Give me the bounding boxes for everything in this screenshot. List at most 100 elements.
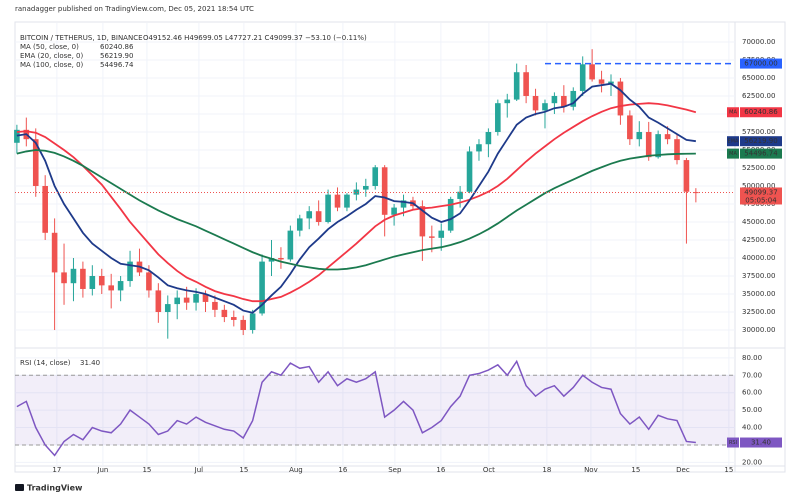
candle-body	[466, 151, 473, 192]
candle-body	[193, 294, 199, 303]
y-tick-label: 65000.00	[742, 74, 775, 82]
legend-name: MA (50, close, 0)	[20, 43, 79, 51]
tag-name-box	[727, 107, 739, 118]
candle-body	[693, 192, 699, 194]
indicator-line	[16, 149, 696, 271]
candle-body	[240, 319, 247, 331]
candle-body	[561, 95, 567, 107]
candle-body	[485, 131, 492, 145]
candle-body	[202, 294, 209, 302]
candle-body	[608, 81, 614, 84]
candle-body	[400, 200, 407, 208]
candle-body	[627, 115, 633, 140]
candle-body	[372, 167, 379, 186]
candle-body	[230, 317, 237, 320]
candle-body	[674, 139, 680, 161]
price-tag	[740, 58, 782, 69]
legend-value: 56219.90	[100, 52, 133, 60]
rsi-band	[15, 375, 735, 445]
x-tick-label: Jul	[194, 466, 204, 474]
y-tick-label: 70.00	[742, 371, 762, 379]
candle-body	[174, 297, 181, 305]
countdown: 05:05:04	[745, 196, 777, 204]
candle-body	[334, 194, 341, 208]
candle-body	[645, 131, 652, 158]
tag-name: MA	[729, 151, 737, 157]
candle-body	[513, 72, 520, 100]
candle-body	[98, 276, 105, 286]
x-tick-label: 18	[542, 466, 551, 474]
legend-value: 60240.86	[100, 43, 134, 51]
candle-body	[164, 304, 171, 313]
x-tick-label: Dec	[676, 466, 690, 474]
candle-body	[155, 290, 162, 313]
y-tick-label: 62500.00	[742, 92, 775, 100]
candle-body	[259, 261, 265, 314]
candle-body	[108, 285, 114, 291]
x-tick-label: 16	[436, 466, 445, 474]
candle-body	[212, 301, 218, 310]
tag-name-box	[727, 437, 739, 448]
y-tick-label: 20.00	[742, 458, 762, 466]
x-tick-label: 15	[631, 466, 640, 474]
x-tick-label: 16	[338, 466, 347, 474]
y-tick-label: 30000.00	[742, 326, 775, 334]
logo-icon	[15, 484, 24, 491]
y-tick-label: 60.00	[742, 389, 762, 397]
candle-body	[655, 134, 661, 158]
y-tick-label: 50000.00	[742, 182, 775, 190]
candle-body	[523, 72, 529, 96]
tag-name-box	[727, 136, 739, 147]
y-tick-label: 40000.00	[742, 254, 775, 262]
candle-body	[551, 95, 558, 104]
candle-body	[579, 64, 586, 91]
legend-symbol: BITCOIN / TETHERUS, 1D, BINANCE	[20, 34, 143, 42]
candle-body	[617, 81, 624, 116]
rsi-value: 31.40	[80, 359, 100, 367]
candle-body	[429, 236, 435, 238]
price-tag-text: 56219.90	[744, 137, 777, 145]
candle-body	[278, 258, 284, 260]
candle-body	[70, 268, 77, 284]
tv-logo: TradingView	[15, 484, 83, 493]
indicator-line	[16, 82, 696, 314]
tag-name-box	[727, 148, 739, 159]
candle-body	[381, 167, 388, 215]
y-tick-label: 70000.00	[742, 38, 775, 46]
candle-body	[589, 64, 595, 80]
y-tick-label: 45000.00	[742, 218, 775, 226]
candle-body	[146, 272, 152, 291]
candle-body	[504, 99, 511, 104]
candle-body	[636, 131, 643, 140]
legend-name: MA (100, close, 0)	[20, 61, 84, 69]
y-tick-label: 35000.00	[742, 290, 775, 298]
candle-body	[325, 194, 331, 222]
y-tick-label: 32500.00	[742, 308, 775, 316]
price-tag	[740, 437, 782, 448]
x-tick-label: Nov	[584, 466, 598, 474]
tag-name: EMA	[728, 139, 739, 145]
y-tick-label: 37500.00	[742, 272, 775, 280]
candle-body	[438, 230, 445, 238]
y-tick-label: 57500.00	[742, 128, 775, 136]
price-tag-text: 67000.00	[744, 60, 777, 68]
candle-body	[117, 281, 124, 291]
candle-body	[32, 139, 39, 186]
candle-body	[447, 198, 454, 231]
candle-body	[532, 95, 539, 111]
candle-body	[183, 297, 190, 303]
price-tag	[740, 136, 782, 147]
candle-body	[127, 261, 133, 282]
candle-body	[391, 207, 397, 215]
candle-body	[353, 189, 360, 195]
candle-body	[287, 230, 294, 260]
candle-body	[249, 313, 256, 331]
candle-body	[598, 79, 605, 84]
publish-info: ranadagger published on TradingView.com,…	[15, 5, 254, 13]
candle-body	[221, 309, 228, 318]
price-tag-text: 60240.86	[744, 108, 778, 116]
candle-body	[457, 191, 463, 199]
x-tick-label: 15	[239, 466, 248, 474]
candle-body	[315, 211, 322, 222]
